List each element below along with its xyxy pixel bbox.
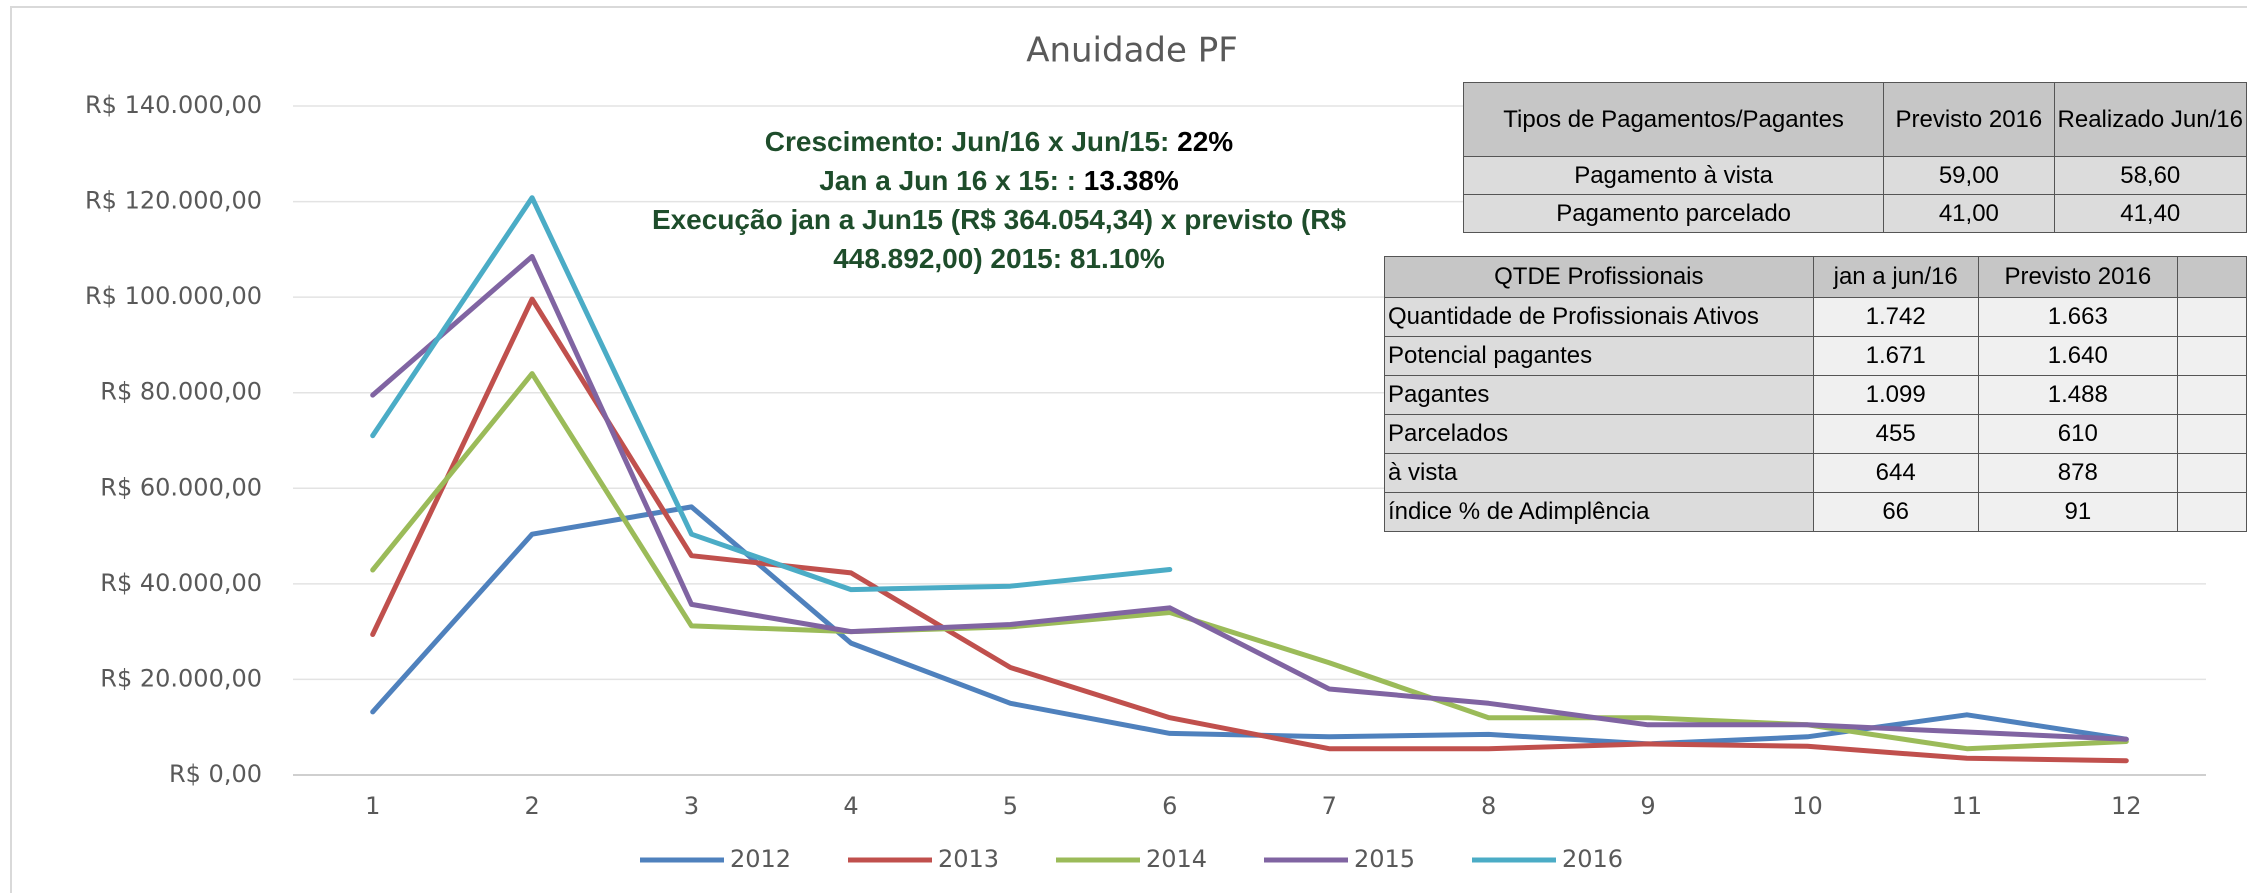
series-line <box>370 254 2129 742</box>
annotation-line: Execução jan a Jun15 (R$ 364.054,34) x p… <box>599 200 1399 278</box>
header-cell: Tipos de Pagamentos/Pagantes <box>1462 82 1885 157</box>
cell: Pagantes <box>1384 375 1814 415</box>
professionals-table: QTDE Profissionais jan a jun/16 Previsto 2… <box>1384 256 2247 532</box>
cell: 1.640 <box>1977 336 2178 376</box>
table-row: Pagamento parcelado 41,00 41,40 <box>1462 194 2247 233</box>
annotation-text: Execução jan a Jun15 (R$ 364.054,34) x p… <box>651 204 1347 274</box>
table-row: Quantidade de Profissionais Ativos 1.742 1… <box>1384 297 2247 337</box>
annotation-text: Jan a Jun 16 x 15: : <box>819 165 1077 196</box>
table-header: Tipos de Pagamentos/Pagantes Previsto 201… <box>1462 82 2247 157</box>
cell: 58,60 <box>2053 156 2247 195</box>
cell: Quantidade de Profissionais Ativos <box>1384 297 1814 337</box>
cell <box>2176 375 2247 415</box>
header-cell: Realizado Jun/16 <box>2053 82 2247 157</box>
y-tick-label: R$ 140.000,00 <box>85 91 262 119</box>
x-tick-label: 7 <box>1322 792 1337 820</box>
annotation-line: Jan a Jun 16 x 15: : 13.38% <box>599 161 1399 200</box>
annotation-value: 13.38% <box>1083 165 1179 196</box>
series-line <box>370 195 1173 593</box>
y-tick-label: R$ 40.000,00 <box>100 569 262 597</box>
y-tick-label: R$ 60.000,00 <box>100 473 262 501</box>
cell: Pagamento à vista <box>1462 156 1885 195</box>
cell: 644 <box>1812 453 1979 493</box>
cell: 91 <box>1977 492 2178 532</box>
table-row: à vista 644 878 <box>1384 453 2247 493</box>
y-tick-label: R$ 0,00 <box>169 760 262 788</box>
cell <box>2176 453 2247 493</box>
x-tick-label: 10 <box>1792 792 1823 820</box>
y-tick-label: R$ 100.000,00 <box>85 282 262 310</box>
series-line <box>370 504 2129 747</box>
cell: 66 <box>1812 492 1979 532</box>
legend-label: 2015 <box>1354 845 1415 873</box>
cell: 59,00 <box>1883 156 2055 195</box>
table-row: Parcelados 455 610 <box>1384 414 2247 454</box>
cell: 41,00 <box>1883 194 2055 233</box>
cell: 1.742 <box>1812 297 1979 337</box>
cell <box>2176 414 2247 454</box>
x-tick-label: 1 <box>365 792 380 820</box>
cell: Potencial pagantes <box>1384 336 1814 376</box>
cell: 455 <box>1812 414 1979 454</box>
annotation-text: Crescimento: Jun/16 x Jun/15: <box>764 126 1170 157</box>
table-row: Pagantes 1.099 1.488 <box>1384 375 2247 415</box>
x-tick-label: 12 <box>2111 792 2142 820</box>
x-tick-label: 2 <box>524 792 539 820</box>
chart-frame <box>10 6 2247 893</box>
table-row: Potencial pagantes 1.671 1.640 <box>1384 336 2247 376</box>
cell <box>2176 336 2247 376</box>
series-line <box>370 296 2129 764</box>
annotation-line: Crescimento: Jun/16 x Jun/15: 22% <box>599 122 1399 161</box>
cell: 1.099 <box>1812 375 1979 415</box>
annotation-value: 22% <box>1177 126 1234 157</box>
table-row: índice % de Adimplência 66 91 <box>1384 492 2247 532</box>
x-tick-label: 8 <box>1481 792 1496 820</box>
chart-title: Anuidade PF <box>1026 31 1238 71</box>
legend-label: 2012 <box>730 845 791 873</box>
cell: Parcelados <box>1384 414 1814 454</box>
header-cell <box>2176 256 2247 298</box>
x-tick-label: 4 <box>843 792 858 820</box>
cell: à vista <box>1384 453 1814 493</box>
cell: Pagamento parcelado <box>1462 194 1885 233</box>
cell: 1.663 <box>1977 297 2178 337</box>
header-cell: Previsto 2016 <box>1883 82 2055 157</box>
table-header: QTDE Profissionais jan a jun/16 Previsto 2… <box>1384 256 2247 298</box>
x-tick-label: 9 <box>1640 792 1655 820</box>
y-tick-label: R$ 120.000,00 <box>85 187 262 215</box>
series-line <box>370 371 2129 752</box>
header-cell: QTDE Profissionais <box>1384 256 1814 298</box>
annotation: Crescimento: Jun/16 x Jun/15: 22% Jan a J… <box>599 122 1399 278</box>
header-cell: jan a jun/16 <box>1812 256 1979 298</box>
header-cell: Previsto 2016 <box>1977 256 2178 298</box>
x-tick-label: 5 <box>1003 792 1018 820</box>
payment-table: Tipos de Pagamentos/Pagantes Previsto 201… <box>1462 82 2247 233</box>
cell: 1.488 <box>1977 375 2178 415</box>
table-row: Pagamento à vista 59,00 58,60 <box>1462 156 2247 195</box>
cell: 878 <box>1977 453 2178 493</box>
cell: índice % de Adimplência <box>1384 492 1814 532</box>
y-tick-label: R$ 20.000,00 <box>100 664 262 692</box>
y-tick-label: R$ 80.000,00 <box>100 378 262 406</box>
cell: 1.671 <box>1812 336 1979 376</box>
cell <box>2176 492 2247 532</box>
cell: 610 <box>1977 414 2178 454</box>
cell <box>2176 297 2247 337</box>
x-tick-label: 3 <box>684 792 699 820</box>
legend-label: 2016 <box>1562 845 1623 873</box>
cell: 41,40 <box>2053 194 2247 233</box>
x-tick-label: 6 <box>1162 792 1177 820</box>
legend-label: 2013 <box>938 845 999 873</box>
legend-label: 2014 <box>1146 845 1207 873</box>
x-tick-label: 11 <box>1952 792 1983 820</box>
